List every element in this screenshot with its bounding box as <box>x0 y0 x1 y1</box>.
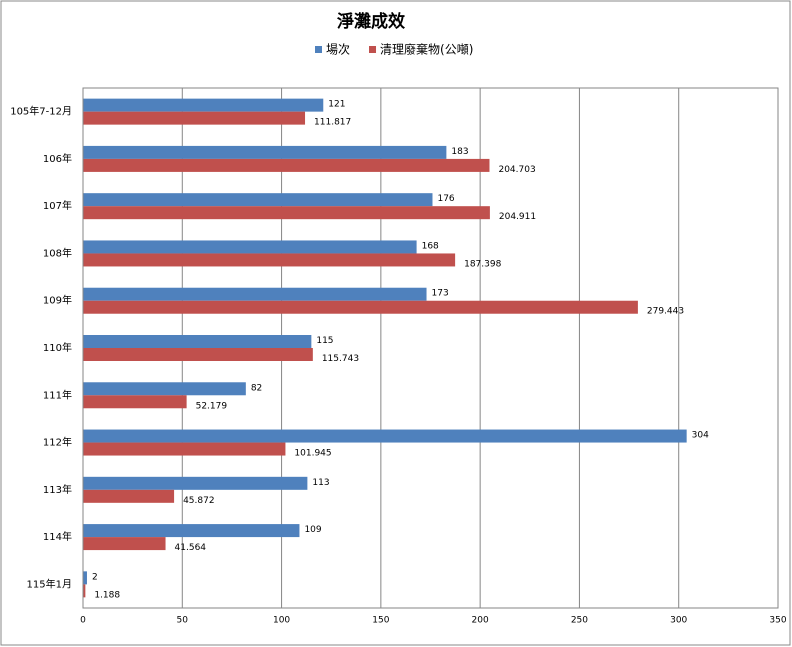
legend-label: 清理廢棄物(公噸) <box>380 42 473 57</box>
bar <box>83 524 300 538</box>
chart-title: 淨灘成效 <box>337 11 405 32</box>
data-label: 204.911 <box>499 212 536 222</box>
bar <box>83 335 312 348</box>
legend-swatch <box>369 46 377 53</box>
x-tick-label: 0 <box>80 616 86 626</box>
bar <box>83 537 166 551</box>
y-tick-label: 109年 <box>43 294 72 307</box>
bar <box>83 98 324 112</box>
data-label: 52.179 <box>196 401 228 411</box>
legend-label: 場次 <box>326 43 350 57</box>
data-label: 109 <box>304 525 321 535</box>
legend-swatch <box>315 46 322 53</box>
bar <box>83 395 187 409</box>
data-label: 173 <box>432 289 449 299</box>
x-tick-label: 200 <box>472 616 489 626</box>
y-tick-label: 114年 <box>43 530 72 543</box>
bar <box>83 287 427 301</box>
y-tick-label: 115年1月 <box>27 577 72 590</box>
bar <box>83 489 175 503</box>
bar <box>83 442 286 456</box>
bar <box>83 158 490 172</box>
bar <box>83 206 490 220</box>
data-label: 183 <box>451 147 468 157</box>
bar <box>83 253 456 267</box>
data-label: 111.817 <box>314 118 351 128</box>
x-tick-label: 300 <box>670 616 687 626</box>
data-label: 2 <box>92 572 98 582</box>
y-tick-label: 105年7-12月 <box>10 105 72 118</box>
data-label: 121 <box>328 100 345 110</box>
bar <box>83 300 638 314</box>
bar <box>83 111 306 125</box>
y-tick-label: 111年 <box>43 388 72 401</box>
x-tick-label: 150 <box>372 616 389 626</box>
bar <box>83 429 687 443</box>
bar <box>83 145 447 159</box>
data-label: 45.872 <box>183 496 215 506</box>
data-label: 101.945 <box>294 449 331 459</box>
data-label: 187.398 <box>464 259 501 269</box>
x-tick-label: 100 <box>273 616 290 626</box>
bar <box>83 382 246 396</box>
y-tick-label: 112年 <box>43 436 72 449</box>
data-label: 115 <box>316 336 333 346</box>
y-tick-label: 107年 <box>43 199 72 212</box>
x-tick-label: 50 <box>177 616 189 626</box>
y-tick-label: 106年 <box>43 152 72 165</box>
bar <box>83 240 417 254</box>
data-label: 1.188 <box>94 590 120 600</box>
data-label: 113 <box>312 478 329 488</box>
bar <box>83 584 86 598</box>
bar <box>83 348 313 361</box>
data-label: 279.443 <box>647 307 684 317</box>
y-tick-label: 113年 <box>43 483 72 496</box>
y-tick-label: 108年 <box>43 246 72 259</box>
x-tick-label: 350 <box>769 616 786 626</box>
bar <box>83 476 308 490</box>
x-tick-label: 250 <box>571 616 588 626</box>
data-label: 304 <box>692 431 709 441</box>
data-label: 204.703 <box>498 165 535 175</box>
data-label: 41.564 <box>175 543 207 553</box>
data-label: 176 <box>437 194 454 204</box>
y-tick-label: 110年 <box>43 341 72 354</box>
bar <box>83 193 433 207</box>
data-label: 82 <box>251 383 262 393</box>
data-label: 115.743 <box>322 354 359 364</box>
bar <box>83 571 87 585</box>
data-label: 168 <box>422 241 439 251</box>
